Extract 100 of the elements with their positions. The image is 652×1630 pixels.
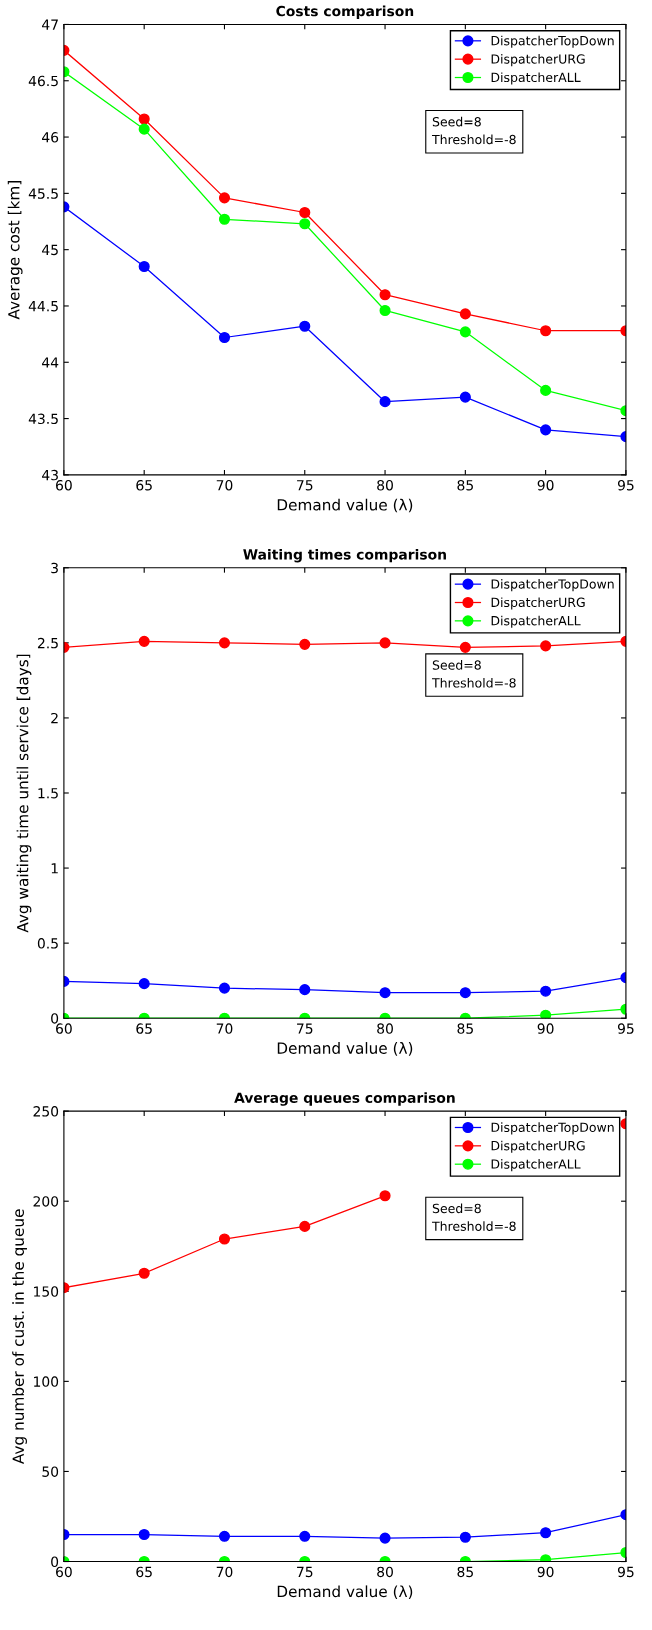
x-tick-label: 70	[216, 479, 233, 491]
point	[138, 1528, 150, 1541]
annotation: Seed=8 Threshold=-8	[431, 1203, 516, 1231]
chart-title: Waiting times comparison	[243, 548, 446, 563]
x-tick-label: 80	[377, 1023, 393, 1034]
point	[218, 637, 231, 649]
point	[218, 982, 231, 994]
legend-label: DispatcherURG	[491, 1140, 585, 1153]
point	[299, 218, 311, 230]
point	[299, 320, 311, 332]
point	[379, 289, 391, 301]
y-tick-label: 47	[42, 19, 58, 30]
y-tick-label: 50	[42, 1466, 59, 1477]
x-tick-label: 90	[537, 1023, 554, 1034]
point	[540, 384, 552, 396]
point	[379, 1190, 391, 1202]
point	[379, 396, 391, 408]
legend-label: DispatcherALL	[491, 72, 581, 85]
point	[138, 635, 150, 647]
legend-label: DispatcherTopDown	[491, 35, 614, 48]
y-tick-label: 43.5	[28, 413, 58, 425]
x-tick-label: 70	[216, 1023, 233, 1034]
y-tick-label: 150	[34, 1286, 59, 1297]
point	[379, 304, 391, 317]
x-tick-label: 75	[297, 480, 313, 491]
point	[459, 987, 471, 999]
legend-label: DispatcherTopDown	[491, 1122, 614, 1135]
point	[379, 1532, 391, 1544]
point	[218, 1233, 231, 1245]
y-tick-label: 44.5	[28, 301, 58, 312]
point	[138, 260, 150, 273]
point	[459, 641, 471, 653]
y-axis-title: Avg waiting time until service [days]	[16, 654, 32, 933]
x-tick-label: 60	[56, 1023, 72, 1034]
y-tick-label: 0	[51, 1013, 59, 1024]
x-tick-label: 80	[377, 1566, 393, 1578]
x-tick-label: 85	[457, 1566, 473, 1578]
x-tick-label: 70	[216, 1566, 233, 1578]
y-tick-label: 0.5	[37, 938, 58, 949]
x-tick-label: 65	[136, 1023, 152, 1034]
point	[459, 326, 471, 338]
x-axis-title: Demand value (λ)	[277, 498, 413, 513]
point	[299, 206, 311, 219]
y-tick-label: 100	[34, 1376, 59, 1387]
point	[299, 1220, 311, 1232]
y-tick-label: 2	[51, 712, 58, 724]
x-tick-label: 80	[377, 479, 393, 491]
y-tick-label: 45	[42, 244, 58, 256]
x-tick-label: 85	[457, 479, 473, 491]
y-tick-label: 46	[42, 132, 59, 143]
point	[138, 123, 150, 135]
point	[218, 1530, 231, 1542]
point	[459, 391, 471, 403]
point	[299, 984, 311, 996]
x-tick-label: 95	[617, 479, 634, 491]
x-tick-label: 90	[537, 479, 554, 491]
x-axis-title: Demand value (λ)	[277, 1042, 413, 1056]
y-tick-label: 43	[42, 469, 58, 481]
x-tick-label: 75	[297, 1023, 313, 1034]
point	[540, 325, 552, 337]
y-tick-label: 250	[33, 1106, 59, 1117]
point	[138, 978, 150, 990]
point	[540, 985, 552, 997]
legend-label: DispatcherURG	[491, 54, 585, 67]
point	[218, 213, 231, 225]
y-tick-label: 200	[33, 1196, 59, 1207]
x-tick-label: 75	[297, 1566, 313, 1578]
y-tick-label: 45.5	[28, 188, 58, 199]
point	[138, 113, 150, 125]
point	[379, 637, 391, 649]
annotation: Seed=8 Threshold=-8	[431, 660, 516, 688]
x-tick-label: 85	[457, 1023, 473, 1034]
chart-title: Average queues comparison	[234, 1092, 455, 1106]
point	[540, 640, 552, 652]
point	[540, 424, 552, 436]
point	[459, 308, 471, 320]
y-tick-label: 3	[51, 562, 58, 574]
x-tick-label: 95	[617, 1023, 634, 1034]
x-tick-label: 95	[617, 1566, 634, 1578]
legend-label: DispatcherTopDown	[491, 579, 614, 592]
legend-label: DispatcherALL	[491, 615, 581, 628]
x-tick-label: 60	[56, 479, 72, 491]
y-tick-label: 44	[42, 357, 59, 368]
point	[379, 987, 391, 999]
x-axis-title: Demand value (λ)	[277, 1585, 413, 1600]
y-tick-label: 1	[51, 863, 58, 874]
legend-label: DispatcherALL	[491, 1159, 581, 1172]
y-tick-label: 2.5	[37, 637, 58, 649]
y-tick-label: 46.5	[28, 75, 58, 87]
y-axis-title: Average cost [km]	[7, 181, 23, 320]
point	[299, 638, 311, 650]
annotation: Seed=8 Threshold=-8	[431, 116, 516, 145]
x-tick-label: 90	[537, 1566, 554, 1578]
point	[459, 1531, 471, 1543]
y-tick-label: 0	[51, 1556, 59, 1568]
point	[218, 331, 231, 344]
point	[218, 192, 231, 204]
x-tick-label: 65	[136, 479, 152, 491]
y-axis-title: Avg number of cust. in the queue	[12, 1209, 27, 1464]
point	[299, 1530, 311, 1542]
